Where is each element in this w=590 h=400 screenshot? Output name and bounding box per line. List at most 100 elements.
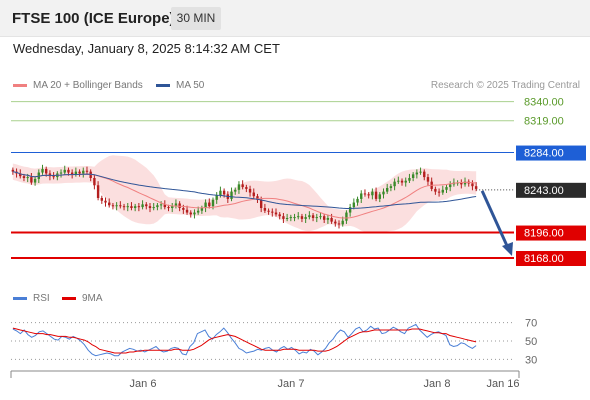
candle-body <box>222 190 226 195</box>
candle-body <box>119 205 122 207</box>
candle-body <box>337 223 341 225</box>
candle-body <box>63 169 66 173</box>
candle-body <box>230 191 233 199</box>
candle-body <box>345 212 348 221</box>
candle-body <box>360 193 363 199</box>
candle-body <box>204 202 207 208</box>
candle-body <box>252 192 255 197</box>
candle-body <box>19 173 22 177</box>
rsi-tick-label: 30 <box>525 354 537 366</box>
candle-body <box>178 203 181 208</box>
candle-body <box>41 168 44 173</box>
candle-body <box>174 203 178 207</box>
candle-body <box>59 172 63 174</box>
candle-body <box>274 212 278 215</box>
candle-body <box>363 193 367 195</box>
legend-ma20: MA 20 + Bollinger Bands <box>13 80 143 91</box>
chart-datetime: Wednesday, January 8, 2025 8:14:32 AM CE… <box>13 41 280 56</box>
candle-body <box>460 182 463 185</box>
rsi-tick-label: 70 <box>525 318 537 330</box>
candle-body <box>141 204 144 208</box>
candle-body <box>126 206 129 208</box>
legend-9ma-swatch <box>62 297 76 300</box>
candle-body <box>263 208 267 211</box>
candle-body <box>30 177 33 183</box>
candle-body <box>193 212 196 215</box>
legend-ma50: MA 50 <box>156 80 204 91</box>
candle-body <box>100 198 104 201</box>
candle-body <box>334 221 337 224</box>
candle-body <box>374 191 378 199</box>
x-tick-label: Jan 8 <box>424 378 451 390</box>
candle-body <box>367 194 370 196</box>
candle-body <box>271 211 274 213</box>
x-tick-label: Jan 16 <box>486 378 519 390</box>
projection-arrow-shaft <box>480 190 510 249</box>
timeframe-badge[interactable]: 30 MIN <box>171 7 221 30</box>
candle-body <box>289 217 293 219</box>
candle-body <box>463 181 467 185</box>
level-label-bg <box>516 251 586 266</box>
candle-body <box>419 171 422 173</box>
candle-body <box>397 180 400 182</box>
legend-rsi-swatch <box>13 297 27 300</box>
level-label-bg <box>516 225 586 241</box>
candle-body <box>122 206 126 208</box>
candle-body <box>393 181 396 187</box>
candle-body <box>474 186 478 189</box>
candle-body <box>108 202 111 206</box>
ma50-line <box>12 171 477 209</box>
level-label: 8340.00 <box>524 97 564 109</box>
candle-body <box>382 191 385 195</box>
candle-body <box>163 204 167 208</box>
rsi-series-9ma <box>12 327 477 354</box>
candle-body <box>256 196 259 200</box>
candle-body <box>356 198 359 203</box>
candle-body <box>167 207 170 209</box>
candle-body <box>111 205 115 207</box>
candle-body <box>196 210 200 213</box>
candle-body <box>411 174 415 178</box>
candle-body <box>115 205 118 207</box>
candle-body <box>22 176 26 178</box>
instrument-title: FTSE 100 (ICE Europe) <box>12 10 175 27</box>
candle-body <box>104 200 107 203</box>
candle-body <box>426 177 430 182</box>
candle-body <box>130 206 133 208</box>
candle-body <box>241 184 244 188</box>
candle-body <box>237 184 241 190</box>
candle-body <box>408 178 411 181</box>
legend-ma50-label: MA 50 <box>176 80 205 91</box>
candle-body <box>159 204 163 206</box>
candle-body <box>415 172 419 175</box>
bollinger-band <box>12 155 477 233</box>
candle-body <box>348 207 352 213</box>
candle-body <box>371 191 374 196</box>
candle-body <box>171 206 174 208</box>
candle-body <box>234 189 237 192</box>
candle-body <box>45 168 48 174</box>
x-tick-label: Jan 6 <box>130 378 157 390</box>
candle-body <box>82 170 85 174</box>
legend-rsi: RSI <box>13 293 50 304</box>
candle-body <box>278 214 281 217</box>
candle-body <box>85 170 89 172</box>
candle-body <box>404 180 407 183</box>
level-label: 8284.00 <box>524 148 564 160</box>
candle-body <box>156 205 159 208</box>
candle-body <box>245 187 248 189</box>
candle-body <box>33 178 37 183</box>
candle-body <box>185 209 189 213</box>
x-tick-label: Jan 7 <box>278 378 305 390</box>
candle-body <box>152 207 155 209</box>
candle-body <box>208 202 211 207</box>
rsi-tick-label: 50 <box>525 336 537 348</box>
candle-body <box>315 217 318 219</box>
current-price-bg <box>516 182 586 198</box>
level-label: 8196.00 <box>524 228 564 240</box>
level-label: 8168.00 <box>524 253 564 265</box>
legend-ma20-label: MA 20 + Bollinger Bands <box>33 80 143 91</box>
candle-body <box>133 206 137 208</box>
candle-body <box>37 172 40 179</box>
